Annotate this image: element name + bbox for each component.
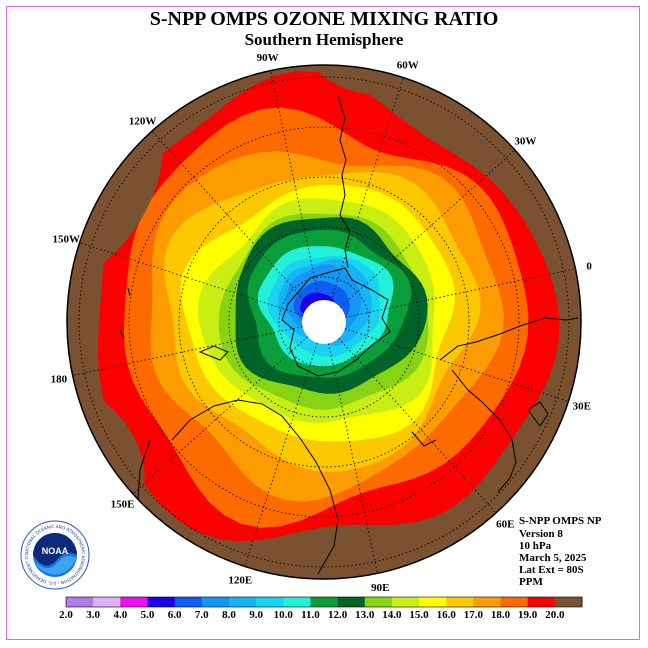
colorbar-swatch-6.0 <box>174 597 203 607</box>
logo-noaa-text: NOAA <box>42 546 69 556</box>
coastline-segment <box>411 431 437 447</box>
coastline-segment <box>281 267 391 377</box>
colorbar-swatch-4.0 <box>120 597 148 607</box>
colorbar-label-9.0: 9.0 <box>249 609 263 621</box>
lon-label-180: 180 <box>51 373 68 385</box>
colorbar-labels: 2.0 3.0 4.0 5.0 6.0 7.0 8.0 9.0 10.0 11.0 12.0 13.0… <box>59 609 565 621</box>
ozone-contour-bands <box>67 65 581 579</box>
lon-label-120w: 120W <box>129 116 157 128</box>
coastline-segment <box>527 401 549 427</box>
colorbar-label-4.0: 4.0 <box>113 609 127 621</box>
lon-label-150e: 150E <box>111 498 135 510</box>
colorbar-swatch-3.0 <box>93 597 121 607</box>
colorbar-label-6.0: 6.0 <box>168 609 182 621</box>
lon-label-60e: 60E <box>496 518 514 530</box>
colorbar-label-14.0: 14.0 <box>382 609 402 621</box>
colorbar-label-10.0: 10.0 <box>274 609 294 621</box>
colorbar-label-19.0: 19.0 <box>518 609 538 621</box>
colorbar-swatch-7.0 <box>201 597 230 607</box>
colorbar-label-8.0: 8.0 <box>222 609 236 621</box>
colorbar-swatch-5.0 <box>147 597 176 607</box>
colorbar-swatch-8.0 <box>228 597 257 607</box>
colorbar-label-16.0: 16.0 <box>437 609 457 621</box>
colorbar-label-15.0: 15.0 <box>409 609 429 621</box>
lon-label-60w: 60W <box>397 59 419 71</box>
colorbar-label-12.0: 12.0 <box>328 609 348 621</box>
colorbar-swatches <box>65 596 583 608</box>
colorbar-label-13.0: 13.0 <box>355 609 375 621</box>
info-version: Version 8 <box>519 528 563 540</box>
lon-label-30w: 30W <box>514 136 536 148</box>
colorbar-swatch-16.0 <box>446 597 474 607</box>
coastline-segment <box>337 95 351 269</box>
lon-label-120e: 120E <box>228 575 252 587</box>
info-level: 10 hPa <box>519 540 552 552</box>
colorbar-label-7.0: 7.0 <box>195 609 209 621</box>
colorbar-label-3.0: 3.0 <box>86 609 100 621</box>
colorbar-label-5.0: 5.0 <box>141 609 155 621</box>
coastline-segment <box>451 369 517 493</box>
coastline-segment <box>127 287 131 297</box>
info-product: S-NPP OMPS NP <box>519 515 602 527</box>
map-boundary-circle <box>66 64 582 580</box>
colorbar-swatch-10.0 <box>283 597 311 607</box>
colorbar-label-11.0: 11.0 <box>301 609 320 621</box>
noaa-logo: NATIONAL OCEANIC AND ATMOSPHERIC ADMINIS… <box>20 520 90 590</box>
colorbar-label-18.0: 18.0 <box>491 609 511 621</box>
lon-label-0: 0 <box>586 261 592 273</box>
map-subtitle: Southern Hemisphere <box>244 30 404 49</box>
coastline-segment <box>171 399 339 575</box>
image-frame <box>6 6 640 640</box>
colorbar-swatch-19.0 <box>527 597 556 607</box>
ozone-band-max-region <box>231 537 372 579</box>
colorbar-swatch-11.0 <box>310 597 339 607</box>
coastline-segment <box>439 317 579 361</box>
lon-label-90w: 90W <box>257 52 279 64</box>
graticule <box>72 70 576 574</box>
colorbar-swatch-13.0 <box>364 597 393 607</box>
longitude-labels: 90W 60W 30W 0 30E 60E 90E 120E 150E 180 150W 120W <box>51 52 593 594</box>
colorbar-label-17.0: 17.0 <box>464 609 484 621</box>
lon-label-150w: 150W <box>53 233 81 245</box>
colorbar-swatch-17.0 <box>473 597 502 607</box>
colorbar-swatch-9.0 <box>256 597 284 607</box>
coastline-segment <box>198 345 229 361</box>
coastline-segment <box>119 329 125 339</box>
info-lat-ext: Lat Ext = 80S <box>519 564 584 576</box>
colorbar-swatch-12.0 <box>337 597 366 607</box>
polar-no-data-cap <box>302 300 346 344</box>
info-units: PPM <box>519 576 543 588</box>
map-title: S-NPP OMPS OZONE MIXING RATIO <box>149 8 499 30</box>
colorbar-label-20.0: 20.0 <box>545 609 565 621</box>
colorbar-swatch-15.0 <box>419 597 447 607</box>
colorbar-swatch-2.0 <box>66 597 94 607</box>
colorbar-label-2.0: 2.0 <box>59 609 73 621</box>
colorbar-swatch-20.0 <box>554 597 583 607</box>
colorbar-swatch-14.0 <box>391 597 420 607</box>
lon-label-90e: 90E <box>371 582 389 594</box>
colorbar-swatch-18.0 <box>500 597 529 607</box>
info-date: March 5, 2025 <box>519 552 587 564</box>
ozone-band-max-region <box>310 65 430 96</box>
lon-label-30e: 30E <box>573 401 591 413</box>
